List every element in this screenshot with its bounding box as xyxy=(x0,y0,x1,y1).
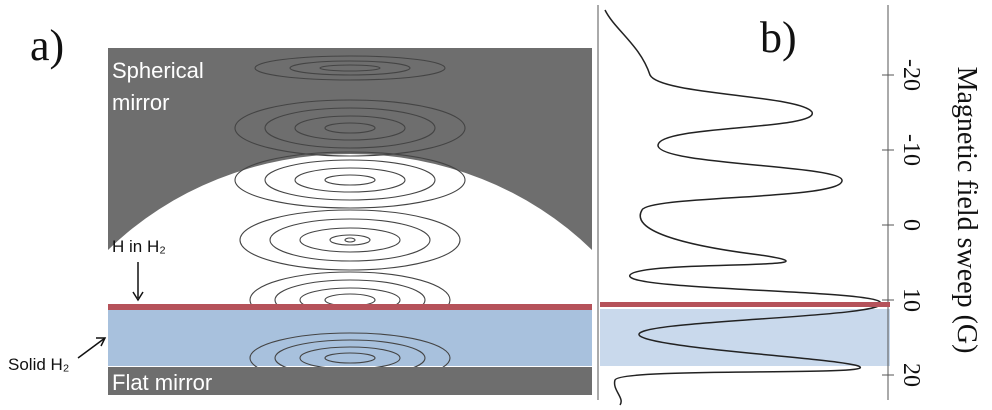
tick-label: -20 xyxy=(898,59,924,91)
tick-label: 20 xyxy=(898,363,924,387)
panel-label: b) xyxy=(760,13,797,62)
mirror-label: Flat mirror xyxy=(112,370,212,395)
mirror-label: mirror xyxy=(112,90,169,115)
cavity xyxy=(108,48,592,395)
h-layer xyxy=(108,304,592,310)
tick-label: -10 xyxy=(898,134,924,166)
figure: Spherical mirror Flat mirror H in H₂ Sol… xyxy=(0,0,992,410)
h-label: H in H₂ xyxy=(112,237,166,256)
axis-title: Magnetic field sweep (G) xyxy=(951,67,982,354)
panel-label: a) xyxy=(30,21,64,70)
h-layer xyxy=(600,302,890,307)
solid-h2 xyxy=(108,309,592,366)
tick-labels: -20 -10 0 10 20 xyxy=(898,59,924,387)
solid-label: Solid H₂ xyxy=(8,355,69,374)
tick-label: 10 xyxy=(898,288,924,312)
arrow xyxy=(78,338,105,358)
tick-label: 0 xyxy=(898,219,924,231)
mirror-label: Spherical xyxy=(112,58,204,83)
